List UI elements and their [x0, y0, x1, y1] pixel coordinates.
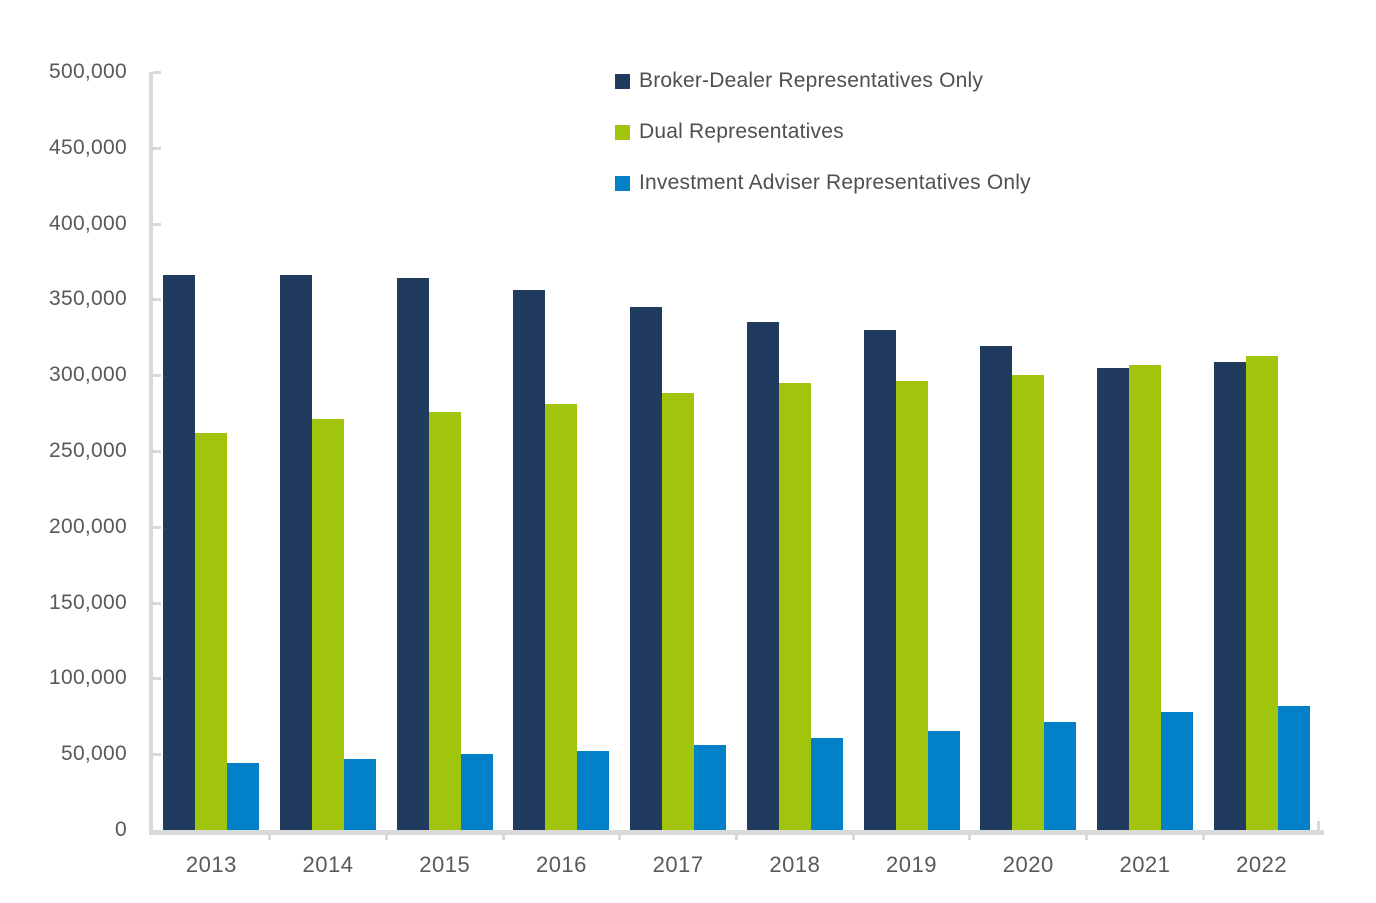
y-axis-label-250-000: 250,000 [48, 439, 127, 462]
bar-broker-dealer-representatives-only-2021 [1096, 367, 1129, 830]
y-axis-tick [153, 601, 161, 605]
y-axis-label-400-000: 400,000 [48, 211, 127, 235]
y-axis-label-500-000: 500,000 [48, 60, 127, 83]
legend-item-broker-dealer: Broker-Dealer Representatives Only [615, 69, 1031, 93]
x-axis-label-2018: 2018 [769, 852, 821, 877]
x-axis-tick [618, 835, 622, 840]
chart-legend: Broker-Dealer Representatives Only Dual … [615, 69, 1031, 195]
y-axis-tick [153, 374, 161, 378]
bar-broker-dealer-representatives-only-2019 [863, 329, 896, 830]
bar-investment-adviser-representatives-only-2019 [927, 731, 960, 830]
legend-item-dual: Dual Representatives [615, 120, 1031, 144]
x-axis-tick [968, 835, 972, 840]
bar-investment-adviser-representatives-only-2018 [810, 737, 843, 830]
y-axis-tick [153, 677, 161, 681]
bar-investment-adviser-representatives-only-2022 [1277, 705, 1310, 830]
x-axis-tick [501, 835, 505, 840]
bar-investment-adviser-representatives-only-2016 [577, 751, 610, 830]
y-axis-label-50-000: 50,000 [60, 742, 127, 766]
x-axis-label-2016: 2016 [535, 852, 587, 877]
bar-broker-dealer-representatives-only-2020 [980, 346, 1013, 830]
y-axis-tick [153, 71, 161, 74]
bar-dual-representatives-2019 [895, 381, 928, 830]
bar-dual-representatives-2021 [1128, 364, 1161, 830]
bar-dual-representatives-2020 [1012, 375, 1045, 830]
x-axis-tick [384, 835, 388, 840]
x-axis-label-2017: 2017 [652, 852, 704, 877]
x-axis-label-2019: 2019 [886, 852, 937, 877]
x-axis-label-2015: 2015 [419, 852, 471, 877]
bar-broker-dealer-representatives-only-2013 [163, 275, 196, 830]
legend-label-broker-dealer: Broker-Dealer Representatives Only [639, 69, 984, 92]
x-axis-tick [1201, 835, 1205, 840]
y-axis-label-100-000: 100,000 [48, 666, 127, 690]
y-axis-label-200-000: 200,000 [48, 514, 127, 538]
bar-dual-representatives-2017 [662, 393, 695, 830]
bar-investment-adviser-representatives-only-2017 [694, 745, 727, 830]
bar-investment-adviser-representatives-only-2013 [227, 763, 260, 830]
bar-broker-dealer-representatives-only-2022 [1213, 361, 1246, 830]
bar-dual-representatives-2022 [1245, 355, 1278, 830]
bar-broker-dealer-representatives-only-2014 [280, 275, 313, 830]
x-axis-label-2013: 2013 [185, 852, 237, 877]
bar-broker-dealer-representatives-only-2016 [513, 290, 546, 830]
bar-dual-representatives-2015 [428, 411, 461, 830]
x-axis-tick [268, 835, 272, 840]
plot-area: 500,000 450,000 400,000 350,000 300,000 250,0… [49, 60, 1324, 877]
x-axis-label-2022: 2022 [1236, 852, 1288, 877]
bar-dual-representatives-2014 [312, 419, 345, 830]
y-axis-label-0: 0 [115, 818, 127, 841]
bar-investment-adviser-representatives-only-2020 [1044, 722, 1077, 830]
bar-dual-representatives-2013 [195, 432, 228, 830]
bar-investment-adviser-representatives-only-2014 [344, 758, 377, 830]
y-axis-tick [153, 450, 161, 453]
x-axis-label-2020: 2020 [1002, 852, 1054, 877]
x-axis-tick [1085, 835, 1089, 840]
bar-dual-representatives-2018 [778, 382, 811, 830]
x-axis-tick [735, 835, 738, 840]
legend-swatch-broker-dealer-icon [615, 73, 630, 89]
x-axis-end-tick [1317, 821, 1320, 830]
bar-investment-adviser-representatives-only-2021 [1160, 711, 1193, 830]
legend-label-dual: Dual Representatives [639, 120, 844, 143]
y-axis-label-450-000: 450,000 [48, 135, 127, 159]
y-axis-tick [153, 222, 161, 226]
y-axis-label-300-000: 300,000 [48, 363, 127, 387]
x-axis-label-2021: 2021 [1119, 852, 1171, 877]
legend-swatch-dual-icon [615, 124, 630, 140]
y-axis-tick [153, 753, 161, 757]
bar-broker-dealer-representatives-only-2018 [746, 322, 779, 830]
bar-dual-representatives-2016 [545, 404, 578, 830]
x-axis-tick [851, 835, 855, 840]
bar-investment-adviser-representatives-only-2015 [460, 754, 493, 830]
bar-broker-dealer-representatives-only-2017 [630, 306, 663, 830]
legend-swatch-investment-adviser-icon [615, 175, 630, 191]
y-axis-tick [153, 298, 161, 302]
bar-broker-dealer-representatives-only-2015 [396, 278, 429, 830]
x-axis-label-2014: 2014 [302, 852, 354, 877]
y-axis-label-150-000: 150,000 [48, 590, 127, 614]
legend-label-investment-adviser: Investment Adviser Representatives Only [639, 171, 1031, 194]
y-axis-label-350-000: 350,000 [48, 287, 127, 311]
y-axis-tick [153, 146, 161, 150]
legend-item-investment-adviser: Investment Adviser Representatives Only [615, 171, 1031, 195]
y-axis-tick [153, 525, 161, 529]
